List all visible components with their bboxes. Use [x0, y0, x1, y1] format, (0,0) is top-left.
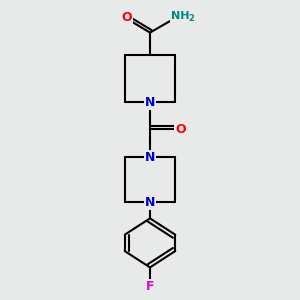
Text: O: O: [121, 11, 131, 24]
Text: NH: NH: [171, 11, 190, 21]
Text: O: O: [175, 123, 186, 136]
Text: N: N: [145, 196, 155, 208]
Text: 2: 2: [189, 14, 194, 23]
Text: N: N: [145, 151, 155, 164]
Text: N: N: [145, 96, 155, 109]
Text: F: F: [146, 280, 154, 293]
